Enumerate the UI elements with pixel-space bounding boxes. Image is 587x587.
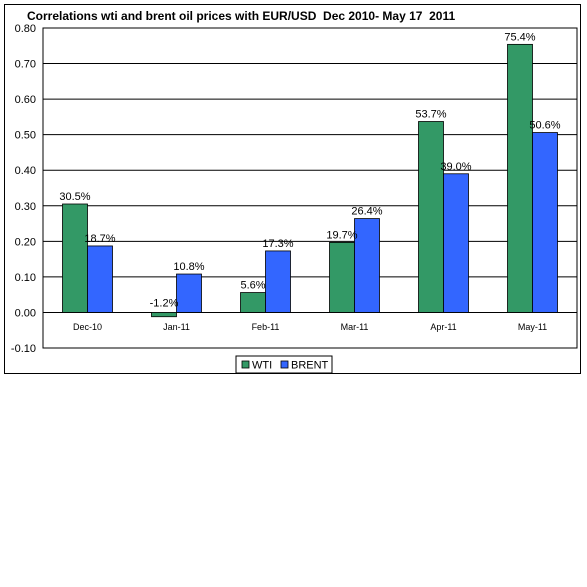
y-tick-label: 0.80	[15, 23, 36, 35]
bars	[62, 43, 558, 318]
data-label-brent: 26.4%	[351, 206, 382, 218]
y-axis-ticks: 0.80 0.70 0.60 0.50 0.40 0.30 0.20 0.10 0.00 -0.1…	[11, 23, 36, 355]
legend-swatch-wti	[241, 360, 250, 369]
bar-brent-mar-11	[354, 218, 380, 313]
plot-border	[42, 27, 578, 349]
data-label-brent: 18.7%	[84, 233, 115, 245]
bar-wti-may-11	[507, 43, 533, 313]
legend-swatch-brent	[280, 360, 289, 369]
category-label: Jan-11	[163, 322, 190, 332]
category-label: Apr-11	[430, 322, 456, 332]
category-labels: Dec-10 Jan-11 Feb-11 Mar-11 Apr-11 May-11	[73, 322, 547, 332]
y-tick-label: 0.30	[15, 201, 36, 213]
y-tick-label: 0.20	[15, 236, 36, 248]
data-label-wti: -1.2%	[150, 297, 179, 309]
data-label-wti: 30.5%	[59, 191, 90, 203]
category-label: May-11	[518, 322, 547, 332]
legend: WTI BRENT	[235, 355, 333, 373]
y-tick-label: 0.70	[15, 59, 36, 71]
legend-label-wti: WTI	[252, 360, 272, 372]
legend-label-brent: BRENT	[291, 360, 329, 372]
bar-chart: 0.80 0.70 0.60 0.50 0.40 0.30 0.20 0.10 0.00 -0.1…	[11, 23, 578, 373]
category-label: Mar-11	[341, 322, 369, 332]
bar-brent-jan-11	[176, 273, 202, 313]
grid-layer	[42, 27, 578, 349]
bar-brent-dec-10	[87, 245, 113, 313]
bar-wti-jan-11	[151, 312, 177, 318]
y-tick-label: 0.10	[15, 272, 36, 284]
data-labels: 30.5% 18.7% -1.2% 10.8% 5.6% 17.3% 19.7% 26.4% 5…	[59, 31, 560, 309]
bar-brent-may-11	[532, 132, 558, 313]
y-tick-label: 0.50	[15, 130, 36, 142]
data-label-wti: 19.7%	[326, 229, 357, 241]
chart-title: Correlations wti and brent oil prices wi…	[27, 9, 456, 23]
category-label: Dec-10	[73, 322, 102, 332]
bar-brent-apr-11	[443, 173, 469, 313]
y-tick-label: 0.40	[15, 165, 36, 177]
data-label-brent: 17.3%	[262, 238, 293, 250]
data-label-brent: 50.6%	[529, 120, 560, 132]
data-label-brent: 39.0%	[440, 161, 471, 173]
bar-wti-mar-11	[329, 241, 355, 313]
bar-wti-apr-11	[418, 121, 444, 313]
category-label: Feb-11	[252, 322, 280, 332]
chart-frame: Correlations wti and brent oil prices wi…	[4, 4, 581, 374]
y-tick-label: 0.60	[15, 94, 36, 106]
bar-wti-dec-10	[62, 203, 88, 313]
data-label-wti: 75.4%	[504, 31, 535, 43]
data-label-brent: 10.8%	[173, 261, 204, 273]
y-tick-label: -0.10	[11, 343, 36, 355]
bar-brent-feb-11	[265, 250, 291, 313]
bar-wti-feb-11	[240, 292, 266, 313]
data-label-wti: 5.6%	[240, 280, 265, 292]
data-label-wti: 53.7%	[415, 109, 446, 121]
y-tick-label: 0.00	[15, 307, 36, 319]
